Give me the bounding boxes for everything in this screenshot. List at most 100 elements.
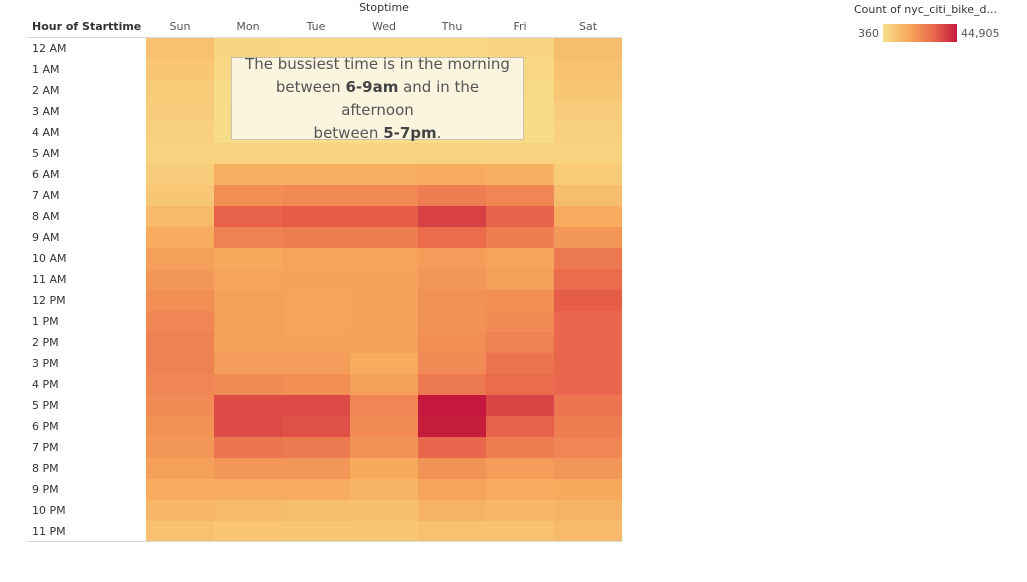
heatmap-cell-sat-2am [554,80,622,101]
heatmap-cell-sat-1pm [554,311,622,332]
heatmap-cell-sun-8pm [146,458,214,479]
annotation-morning-range: 6-9am [345,77,399,96]
heatmap-cell-fri-1pm [486,311,554,332]
annotation-line-2-post: and in the afternoon [341,77,480,119]
heatmap-cell-sat-6pm [554,416,622,437]
heatmap-cell-sun-4am [146,122,214,143]
hour-label: 11 AM [32,273,67,286]
day-label-mon: Mon [236,20,260,33]
legend-min-label: 360 [858,27,879,40]
heatmap-cell-wed-11pm [350,521,418,542]
heatmap-cell-fri-7pm [486,437,554,458]
heatmap-cell-sun-6am [146,164,214,185]
heatmap-cell-sun-9am [146,227,214,248]
heatmap-cell-mon-8am [214,206,282,227]
heatmap-cell-sat-4pm [554,374,622,395]
hour-label: 3 AM [32,105,60,118]
heatmap-cell-wed-10am [350,248,418,269]
hour-label: 1 PM [32,315,59,328]
heatmap-cell-mon-10pm [214,500,282,521]
heatmap-cell-tue-5pm [282,395,350,416]
heatmap-cell-wed-1pm [350,311,418,332]
hour-label: 4 AM [32,126,60,139]
heatmap-cell-sat-8am [554,206,622,227]
heatmap-cell-wed-11am [350,269,418,290]
heatmap-cell-tue-4pm [282,374,350,395]
heatmap-cell-sun-6pm [146,416,214,437]
hour-label: 6 AM [32,168,60,181]
heatmap-cell-wed-12pm [350,290,418,311]
heatmap-cell-sat-10pm [554,500,622,521]
heatmap-cell-mon-11pm [214,521,282,542]
heatmap-cell-fri-10pm [486,500,554,521]
day-label-wed: Wed [372,20,396,33]
hour-label: 8 PM [32,462,59,475]
heatmap-cell-mon-1pm [214,311,282,332]
heatmap-cell-sun-12pm [146,290,214,311]
heatmap-cell-fri-5am [486,143,554,164]
heatmap-cell-mon-7am [214,185,282,206]
heatmap-cell-fri-6am [486,164,554,185]
day-label-thu: Thu [441,20,463,33]
heatmap-cell-tue-3pm [282,353,350,374]
heatmap-cell-wed-4pm [350,374,418,395]
heatmap-cell-thu-10am [418,248,486,269]
heatmap-cell-sun-8am [146,206,214,227]
heatmap-cell-fri-7am [486,185,554,206]
heatmap-cell-fri-11pm [486,521,554,542]
heatmap-cell-fri-10am [486,248,554,269]
heatmap-cell-wed-10pm [350,500,418,521]
heatmap-cell-tue-12am [282,38,350,59]
heatmap-cell-thu-11pm [418,521,486,542]
heatmap-cell-tue-10pm [282,500,350,521]
heatmap-cell-wed-6pm [350,416,418,437]
heatmap-cell-sat-7pm [554,437,622,458]
heatmap-cell-thu-8pm [418,458,486,479]
heatmap-cell-sun-5pm [146,395,214,416]
heatmap-cell-thu-8am [418,206,486,227]
hour-label: 5 AM [32,147,60,160]
legend-max-label: 44,905 [961,27,1000,40]
heatmap-cell-wed-7am [350,185,418,206]
heatmap-cell-tue-6pm [282,416,350,437]
heatmap-cell-sat-2pm [554,332,622,353]
heatmap-cell-mon-10am [214,248,282,269]
hour-label: 5 PM [32,399,59,412]
heatmap-cell-sat-6am [554,164,622,185]
heatmap-cell-tue-10am [282,248,350,269]
heatmap-cell-sun-1am [146,59,214,80]
heatmap-cell-mon-6pm [214,416,282,437]
heatmap-cell-wed-2pm [350,332,418,353]
heatmap-cell-sun-2pm [146,332,214,353]
header-divider [26,37,622,38]
heatmap-cell-wed-3pm [350,353,418,374]
hour-label: 2 AM [32,84,60,97]
heatmap-cell-tue-12pm [282,290,350,311]
heatmap-cell-sat-8pm [554,458,622,479]
heatmap-cell-wed-8pm [350,458,418,479]
heatmap-cell-sat-4am [554,122,622,143]
annotation-line-2-pre: between [275,77,346,96]
heatmap-cell-sat-5am [554,143,622,164]
annotation-box: The bussiest time is in the morning betw… [231,55,524,142]
heatmap-cell-sun-3am [146,101,214,122]
heatmap-cell-tue-5am [282,143,350,164]
heatmap-cell-sat-12am [554,38,622,59]
hour-label: 7 PM [32,441,59,454]
day-label-sat: Sat [578,20,598,33]
heatmap-cell-sun-7pm [146,437,214,458]
heatmap-cell-fri-9pm [486,479,554,500]
heatmap-cell-mon-2pm [214,332,282,353]
heatmap-cell-wed-5am [350,143,418,164]
heatmap-cell-tue-2pm [282,332,350,353]
hour-label: 11 PM [32,525,66,538]
heatmap-cell-fri-3pm [486,353,554,374]
heatmap-cell-tue-9am [282,227,350,248]
heatmap-cell-sun-10am [146,248,214,269]
heatmap-cell-thu-6am [418,164,486,185]
heatmap-cell-tue-7pm [282,437,350,458]
heatmap-cell-fri-9am [486,227,554,248]
heatmap-cell-tue-1pm [282,311,350,332]
heatmap-cell-fri-8pm [486,458,554,479]
